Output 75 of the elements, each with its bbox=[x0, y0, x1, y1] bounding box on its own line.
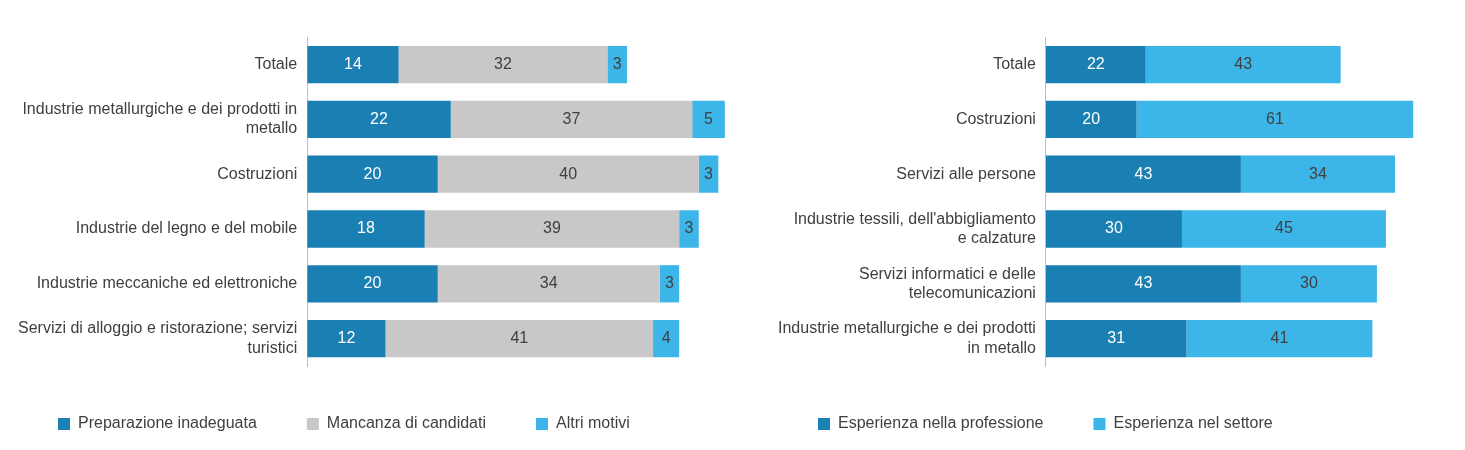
bar bbox=[1181, 210, 1386, 248]
bar bbox=[1136, 100, 1414, 139]
y-tick-label: Industrie metallurgiche e dei prodotti in metallo bbox=[778, 319, 1037, 356]
bar bbox=[1145, 45, 1341, 84]
bar bbox=[307, 100, 451, 139]
bar bbox=[1240, 155, 1396, 193]
legend-label: Altri motivi bbox=[556, 414, 630, 432]
data-label: 3 bbox=[664, 274, 674, 292]
data-label: 34 bbox=[1309, 164, 1327, 182]
data-label: 20 bbox=[1082, 109, 1101, 127]
bar bbox=[1045, 319, 1187, 358]
data-label: 41 bbox=[1270, 329, 1289, 347]
data-label: 20 bbox=[363, 164, 382, 182]
bar bbox=[450, 100, 693, 139]
bar bbox=[1045, 100, 1137, 139]
data-label: 61 bbox=[1266, 109, 1284, 127]
data-label: 3 bbox=[612, 55, 622, 73]
data-label: 4 bbox=[661, 329, 671, 347]
data-label: 20 bbox=[363, 274, 382, 292]
data-label: 30 bbox=[1300, 274, 1318, 292]
bar bbox=[1240, 265, 1377, 303]
bar bbox=[437, 155, 699, 193]
y-tick-label: Servizi di alloggio e ristorazione; servizi turistici bbox=[17, 319, 298, 356]
y-tick-label: Costruzioni bbox=[217, 164, 298, 182]
legend-label: Preparazione inadeguata bbox=[78, 414, 257, 432]
bar bbox=[679, 210, 699, 248]
data-label: 34 bbox=[539, 274, 558, 292]
data-label: 45 bbox=[1275, 219, 1293, 237]
bar bbox=[385, 319, 654, 358]
data-label: 43 bbox=[1234, 55, 1253, 73]
bar bbox=[307, 210, 425, 248]
bar bbox=[398, 45, 608, 84]
bar bbox=[437, 265, 660, 303]
data-label: 12 bbox=[337, 329, 356, 347]
bar bbox=[1045, 210, 1182, 248]
y-tick-label: Industrie metallurgiche e dei prodotti in metallo bbox=[22, 100, 298, 137]
y-tick-label: Servizi alle persone bbox=[896, 164, 1037, 182]
bar bbox=[607, 45, 627, 84]
y-tick-label: Industrie meccaniche ed elettroniche bbox=[36, 274, 298, 292]
data-label: 43 bbox=[1134, 164, 1153, 182]
data-label: 41 bbox=[510, 329, 529, 347]
bar bbox=[307, 319, 386, 358]
data-label: 30 bbox=[1105, 219, 1123, 237]
bar bbox=[307, 45, 399, 84]
data-label: 43 bbox=[1134, 274, 1153, 292]
data-label: 5 bbox=[704, 109, 714, 127]
data-label: 22 bbox=[370, 109, 389, 127]
bar bbox=[1045, 155, 1241, 193]
data-label: 3 bbox=[684, 219, 694, 237]
y-tick-label: Servizi informatici e delle telecomunicazioni bbox=[858, 264, 1037, 301]
legend-label: Esperienza nel settore bbox=[1113, 414, 1273, 432]
y-tick-label: Industrie tessili, dell'abbigliamento e calzature bbox=[793, 209, 1037, 247]
y-tick-label: Industrie del legno e del mobile bbox=[75, 219, 298, 237]
bar bbox=[653, 319, 680, 358]
bar bbox=[1045, 265, 1241, 303]
data-label: 37 bbox=[562, 109, 581, 127]
data-label: 3 bbox=[704, 164, 714, 182]
data-label: 31 bbox=[1107, 329, 1126, 347]
y-tick-label: Totale bbox=[993, 55, 1037, 73]
data-label: 14 bbox=[344, 55, 362, 73]
legend-label: Mancanza di candidati bbox=[326, 414, 487, 432]
bar bbox=[1186, 319, 1373, 358]
bar bbox=[424, 210, 680, 248]
data-label: 18 bbox=[357, 219, 375, 237]
y-tick-label: Totale bbox=[254, 55, 298, 73]
bar bbox=[307, 155, 438, 193]
data-label: 32 bbox=[494, 55, 512, 73]
bar bbox=[307, 265, 438, 303]
y-tick-label: Costruzioni bbox=[955, 109, 1036, 127]
data-label: 39 bbox=[543, 219, 561, 237]
bar bbox=[692, 100, 725, 139]
bar bbox=[1045, 45, 1146, 84]
data-label: 40 bbox=[559, 164, 578, 182]
legend-label: Esperienza nella professione bbox=[838, 414, 1044, 432]
data-label: 22 bbox=[1086, 55, 1105, 73]
